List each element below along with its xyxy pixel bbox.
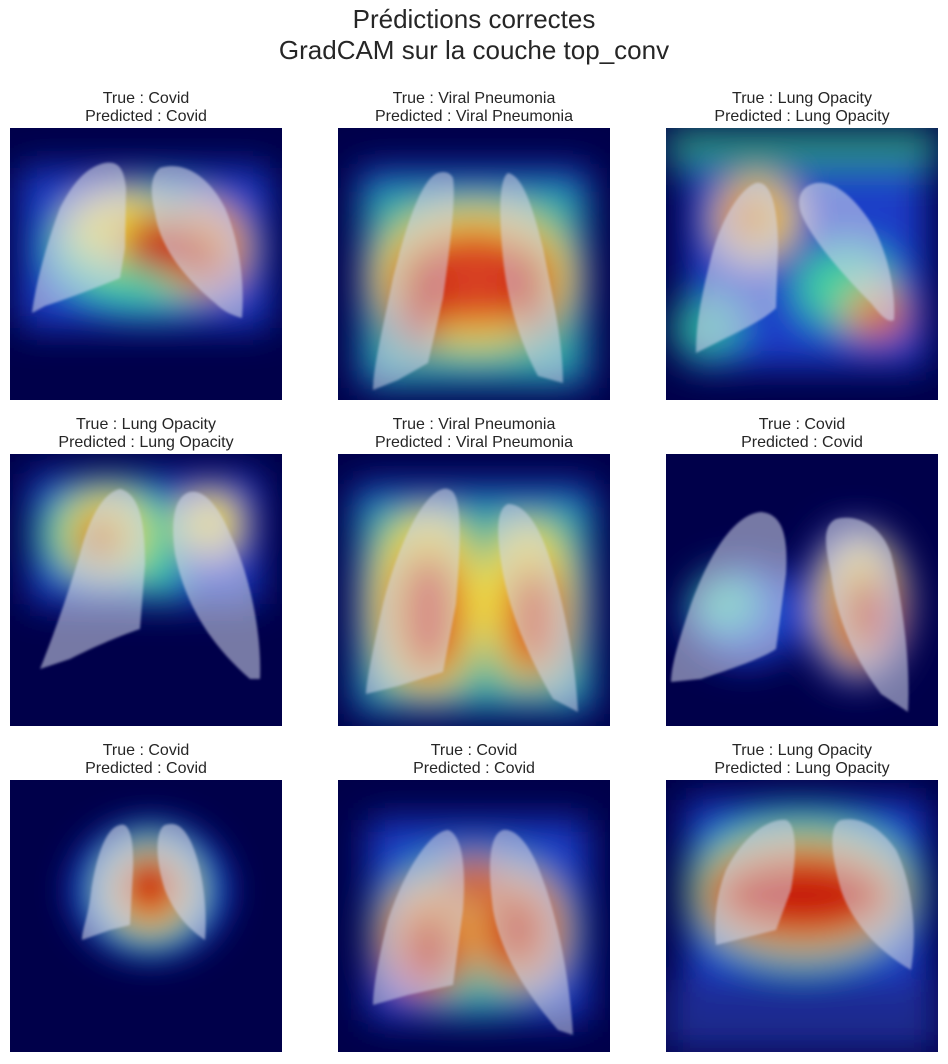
panel-1: True : Covid Predicted : Covid xyxy=(10,90,282,400)
panel-title: True : Covid Predicted : Covid xyxy=(10,90,282,128)
gradcam-image xyxy=(10,780,282,1052)
true-label: True : Lung Opacity xyxy=(76,416,216,433)
gradcam-image xyxy=(666,780,938,1052)
gradcam-image xyxy=(10,454,282,726)
gradcam-image xyxy=(338,454,610,726)
true-label: True : Covid xyxy=(758,416,846,433)
panel-title: True : Lung Opacity Predicted : Lung Opa… xyxy=(10,416,282,454)
predicted-label: Predicted : Lung Opacity xyxy=(714,760,890,777)
panel-2: True : Viral Pneumonia Predicted : Viral… xyxy=(338,90,610,400)
panel-4: True : Lung Opacity Predicted : Lung Opa… xyxy=(10,416,282,726)
true-label: True : Covid xyxy=(102,90,190,107)
panel-9: True : Lung Opacity Predicted : Lung Opa… xyxy=(666,742,938,1052)
panel-title: True : Lung Opacity Predicted : Lung Opa… xyxy=(666,742,938,780)
panel-title: True : Covid Predicted : Covid xyxy=(666,416,938,454)
gradcam-image xyxy=(338,128,610,400)
gradcam-image xyxy=(338,780,610,1052)
gradcam-image xyxy=(666,128,938,400)
true-label: True : Lung Opacity xyxy=(732,90,872,107)
panel-title: True : Covid Predicted : Covid xyxy=(338,742,610,780)
gradcam-image xyxy=(10,128,282,400)
panel-6: True : Covid Predicted : Covid xyxy=(666,416,938,726)
true-label: True : Covid xyxy=(102,742,190,759)
gradcam-image xyxy=(666,454,938,726)
panel-8: True : Covid Predicted : Covid xyxy=(338,742,610,1052)
predicted-label: Predicted : Viral Pneumonia xyxy=(374,108,574,125)
true-label: True : Viral Pneumonia xyxy=(392,90,556,107)
panel-title: True : Lung Opacity Predicted : Lung Opa… xyxy=(666,90,938,128)
predicted-label: Predicted : Lung Opacity xyxy=(58,434,234,451)
predicted-label: Predicted : Viral Pneumonia xyxy=(374,434,574,451)
panel-title: True : Covid Predicted : Covid xyxy=(10,742,282,780)
figure-title-line-2: GradCAM sur la couche top_conv xyxy=(278,35,670,65)
panel-7: True : Covid Predicted : Covid xyxy=(10,742,282,1052)
panel-3: True : Lung Opacity Predicted : Lung Opa… xyxy=(666,90,938,400)
true-label: True : Covid xyxy=(430,742,518,759)
figure-title: Prédictions correctes GradCAM sur la cou… xyxy=(0,4,948,66)
predicted-label: Predicted : Lung Opacity xyxy=(714,108,890,125)
true-label: True : Lung Opacity xyxy=(732,742,872,759)
predicted-label: Predicted : Covid xyxy=(741,434,863,451)
predicted-label: Predicted : Covid xyxy=(85,760,207,777)
panel-title: True : Viral Pneumonia Predicted : Viral… xyxy=(338,416,610,454)
panel-title: True : Viral Pneumonia Predicted : Viral… xyxy=(338,90,610,128)
predicted-label: Predicted : Covid xyxy=(413,760,535,777)
true-label: True : Viral Pneumonia xyxy=(392,416,556,433)
predicted-label: Predicted : Covid xyxy=(85,108,207,125)
panel-5: True : Viral Pneumonia Predicted : Viral… xyxy=(338,416,610,726)
figure-title-line-1: Prédictions correctes xyxy=(352,4,596,34)
